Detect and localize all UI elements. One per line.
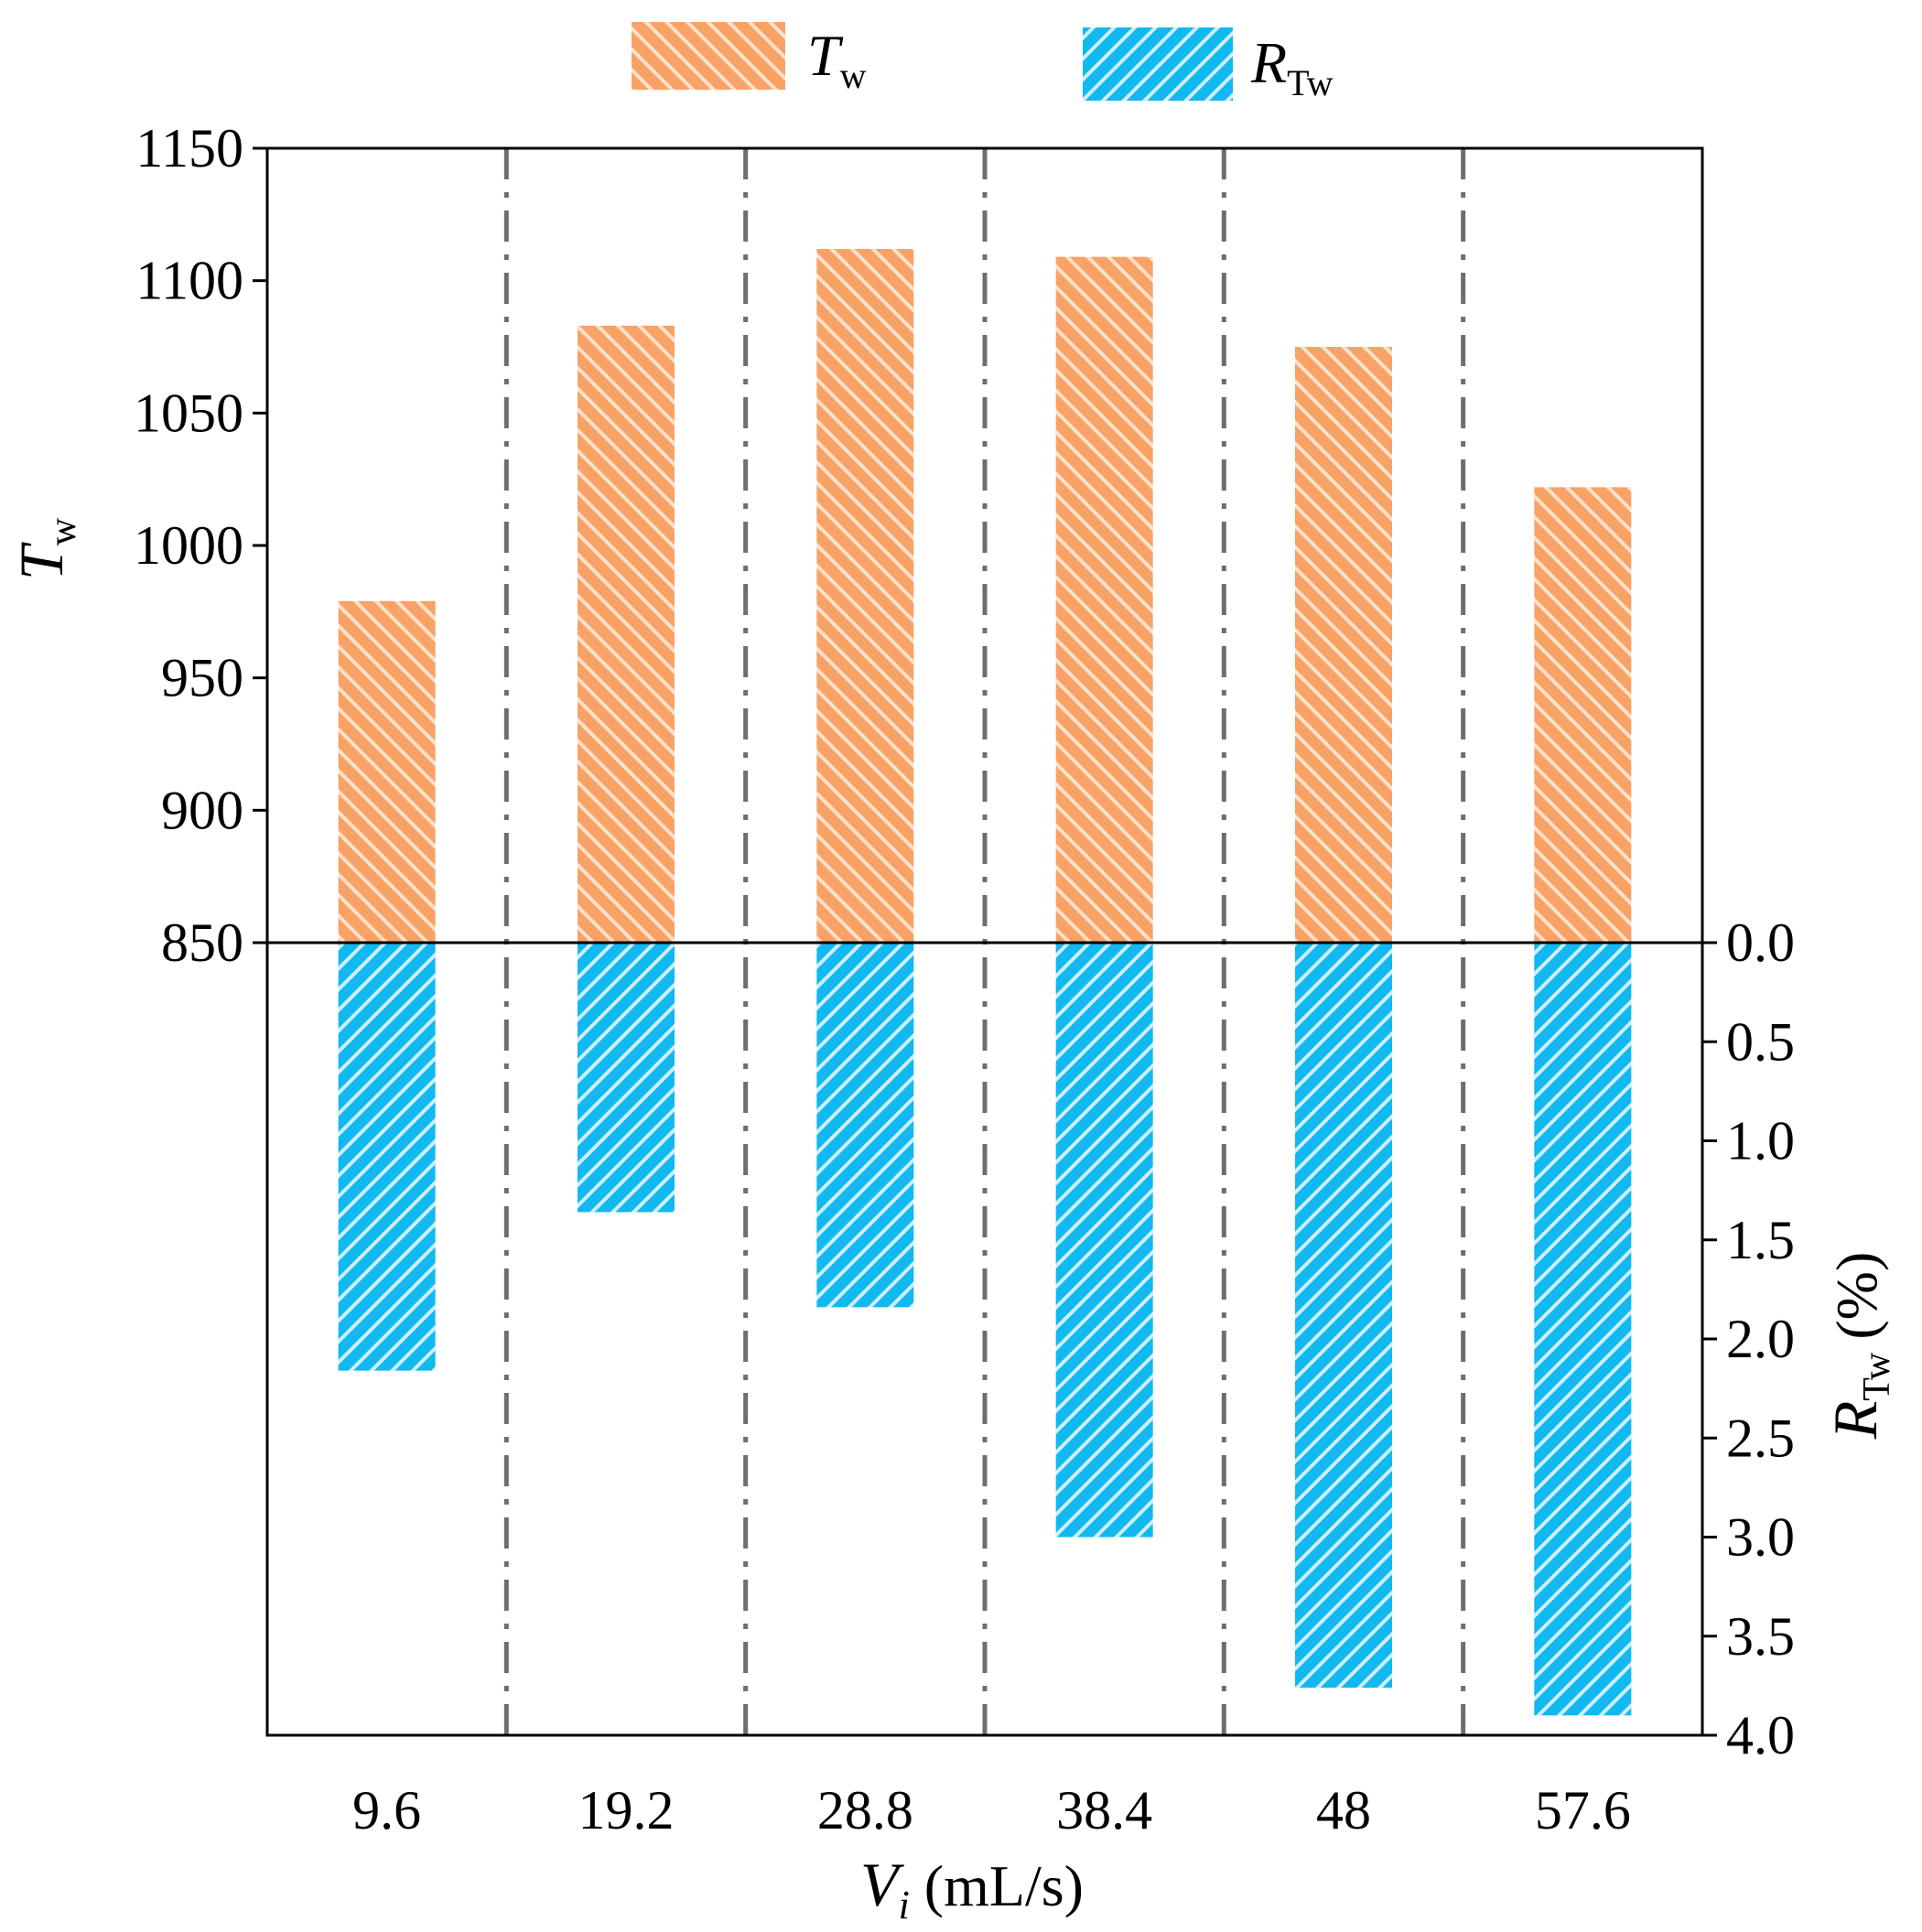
bar-tw-19.2 (578, 325, 675, 943)
left-tick-label: 1100 (135, 251, 243, 311)
right-axis-title: RTw(%) (1820, 1252, 1898, 1441)
legend-swatch-rtw (1083, 27, 1233, 101)
bar-rtw-9.6 (338, 943, 436, 1371)
x-tick-label: 19.2 (578, 1780, 675, 1840)
bar-rtw-28.8 (816, 943, 914, 1308)
x-tick-label: 9.6 (352, 1780, 421, 1840)
right-axis-ticks: 0.0 0.5 1.0 1.5 2.0 2.5 3.0 3.5 4.0 (1702, 912, 1795, 1765)
legend-label-rtw: RTw (1250, 30, 1334, 103)
bar-rtw-38.4 (1055, 943, 1153, 1538)
x-tick-label: 57.6 (1535, 1780, 1631, 1840)
right-tick-label: 4.0 (1726, 1705, 1795, 1765)
left-tick-label: 1050 (134, 383, 243, 443)
right-tick-label: 3.0 (1726, 1507, 1795, 1568)
x-axis-title: Vi (mL/s) (860, 1850, 1084, 1927)
right-tick-label: 3.5 (1726, 1606, 1795, 1667)
legend: Tw RTw (632, 22, 1334, 103)
left-tick-label: 900 (161, 780, 243, 840)
right-tick-label: 2.0 (1726, 1309, 1795, 1369)
legend-swatch-tw (632, 22, 785, 90)
bars-tw (338, 248, 1632, 943)
x-tick-label: 48 (1316, 1780, 1371, 1840)
right-tick-label: 0.0 (1726, 912, 1795, 973)
right-tick-label: 1.5 (1726, 1210, 1795, 1270)
left-tick-label: 950 (161, 648, 243, 708)
right-tick-label: 0.5 (1726, 1011, 1795, 1072)
bar-tw-48 (1295, 347, 1392, 943)
left-tick-label: 1150 (135, 118, 243, 178)
bar-rtw-48 (1295, 943, 1392, 1689)
x-axis-ticks: 9.6 19.2 28.8 38.4 48 57.6 (352, 1780, 1631, 1840)
bar-tw-57.6 (1534, 487, 1632, 943)
x-tick-label: 28.8 (817, 1780, 913, 1840)
left-tick-label: 850 (161, 912, 243, 973)
bar-tw-28.8 (816, 248, 914, 943)
right-tick-label: 2.5 (1726, 1408, 1795, 1468)
bars-rtw (338, 943, 1632, 1716)
bar-tw-38.4 (1055, 256, 1153, 943)
bar-rtw-19.2 (578, 943, 675, 1213)
bar-tw-9.6 (338, 600, 436, 943)
right-tick-label: 1.0 (1726, 1111, 1795, 1171)
legend-label-tw: Tw (807, 23, 867, 96)
bar-rtw-57.6 (1534, 943, 1632, 1716)
left-tick-label: 1000 (134, 515, 243, 576)
left-axis-ticks: 850 900 950 1000 1050 1100 1150 (134, 118, 267, 973)
left-axis-title: Tw (6, 517, 84, 580)
x-tick-label: 38.4 (1056, 1780, 1152, 1840)
